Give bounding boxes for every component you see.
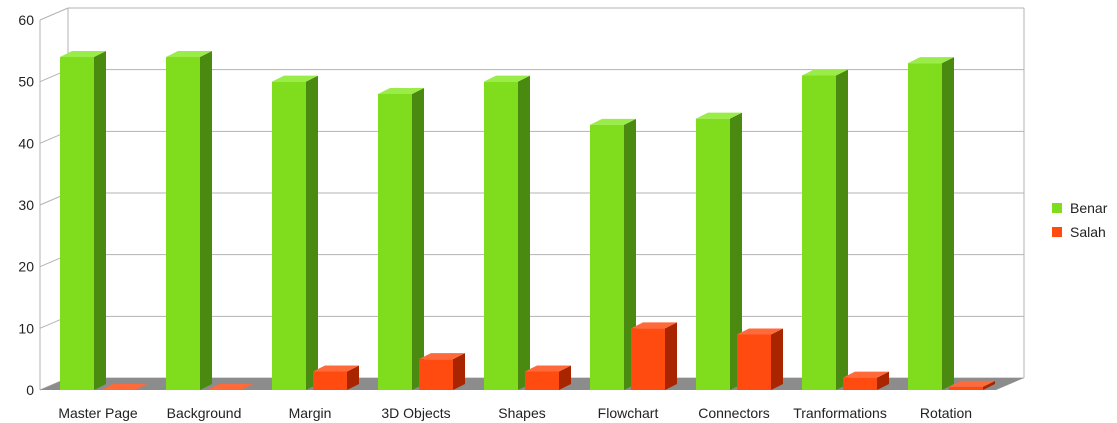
legend-swatch-benar — [1052, 203, 1062, 213]
x-tick-label: Margin — [289, 405, 332, 421]
x-tick-label: Master Page — [58, 405, 138, 421]
x-tick-label: Tranformations — [793, 405, 887, 421]
legend-item-salah: Salah — [1052, 220, 1107, 244]
x-tick-label: Shapes — [498, 405, 545, 421]
bar-benar-5 — [590, 118, 636, 390]
y-axis-ticks: 0 10 20 30 40 50 60 — [18, 12, 34, 398]
y-tick-label: 0 — [26, 382, 34, 398]
bar-salah-8 — [949, 380, 995, 390]
bar-benar-2 — [272, 75, 318, 391]
x-tick-label: Background — [167, 405, 242, 421]
bar-salah-0 — [101, 384, 147, 390]
x-tick-label: 3D Objects — [381, 405, 450, 421]
bar-salah-1 — [207, 384, 253, 390]
bar-benar-6 — [696, 112, 742, 391]
bar-salah-5 — [631, 322, 677, 390]
x-axis-labels: Master Page Background Margin 3D Objects Sha… — [58, 405, 972, 421]
bar-benar-4 — [484, 75, 530, 391]
bar-salah-7 — [843, 371, 889, 390]
bar-benar-8 — [908, 57, 954, 391]
y-tick-label: 10 — [18, 320, 34, 336]
legend-label-benar: Benar — [1070, 200, 1108, 216]
bar-benar-7 — [802, 69, 848, 390]
y-tick-label: 40 — [18, 135, 34, 151]
y-tick-label: 50 — [18, 74, 34, 90]
bar-benar-0 — [60, 51, 106, 390]
bar-benar-3 — [378, 88, 424, 390]
x-tick-label: Connectors — [698, 405, 770, 421]
bar-salah-4 — [525, 365, 571, 390]
y-tick-label: 30 — [18, 197, 34, 213]
bar-salah-3 — [419, 353, 465, 390]
legend: Benar Salah — [1052, 196, 1107, 244]
bar-salah-2 — [313, 365, 359, 390]
legend-swatch-salah — [1052, 227, 1062, 237]
legend-item-benar: Benar — [1052, 196, 1107, 220]
legend-label-salah: Salah — [1070, 224, 1106, 240]
y-tick-label: 20 — [18, 259, 34, 275]
bar-benar-1 — [166, 51, 212, 390]
bars — [60, 51, 995, 391]
x-tick-label: Flowchart — [598, 405, 659, 421]
bar-salah-6 — [737, 328, 783, 390]
side-gridline — [39, 7, 69, 21]
x-tick-label: Rotation — [920, 405, 972, 421]
y-tick-label: 60 — [18, 12, 34, 28]
gridlines — [39, 7, 1025, 391]
